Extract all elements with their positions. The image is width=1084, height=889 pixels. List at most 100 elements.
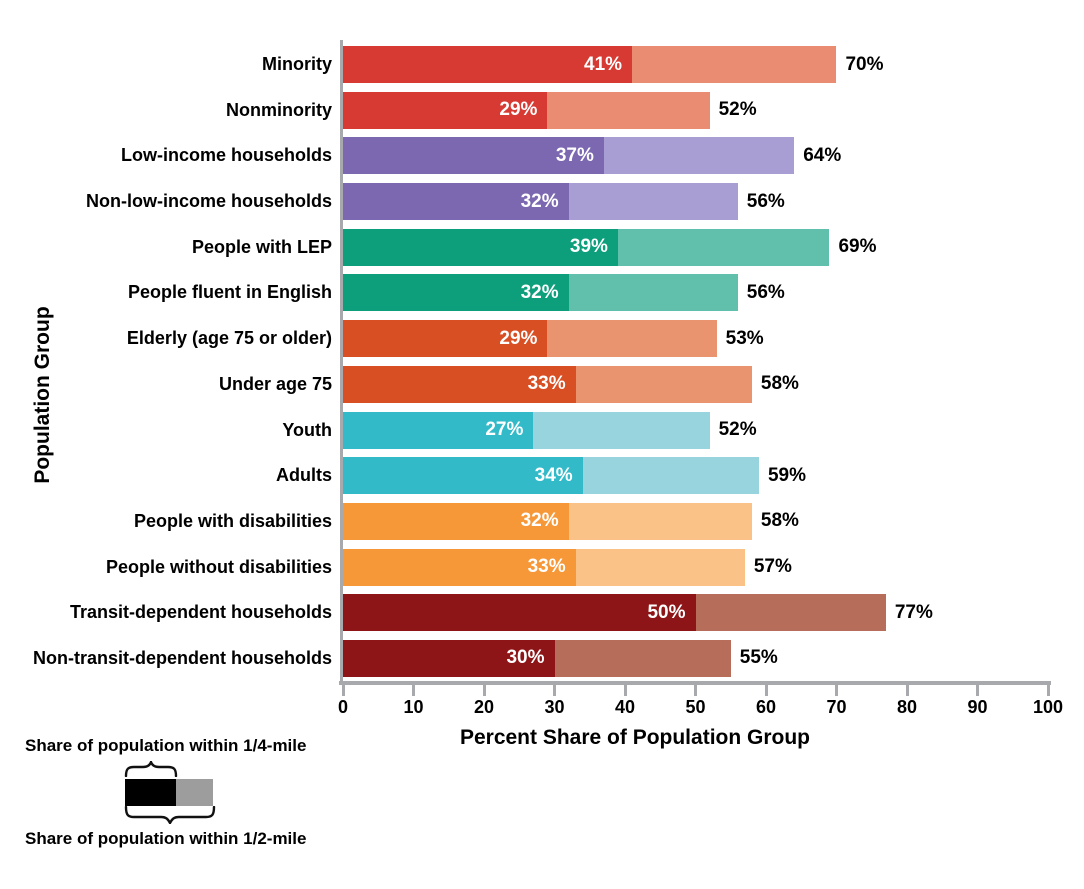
- x-axis-tick-label: 10: [403, 697, 424, 717]
- legend-quarter-mile-swatch: [125, 779, 176, 806]
- bar-half-mile-segment: [547, 320, 717, 358]
- bar-track: 50% 77%: [343, 594, 933, 632]
- category-label: People with disabilities: [133, 510, 332, 531]
- bar-half-mile-segment: [533, 411, 710, 449]
- bar-row: Minority 41% 70%: [0, 46, 1084, 83]
- bar-quarter-mile-segment: 27%: [343, 411, 534, 449]
- bar-quarter-mile-value: 32%: [520, 510, 559, 532]
- bar-half-mile-value: 57%: [753, 556, 792, 578]
- bars-area: Minority 41% 70% Nonminority 29% 52% Low-incom…: [0, 46, 1084, 686]
- bar-track: 32% 58%: [343, 502, 799, 540]
- category-label: People with LEP: [191, 236, 332, 257]
- bar-half-mile-segment: [575, 365, 752, 403]
- bar-quarter-mile-value: 32%: [520, 190, 559, 212]
- bar-row: People without disabilities 33% 57%: [0, 548, 1084, 586]
- bar-row: People with disabilities 32% 58%: [0, 502, 1084, 540]
- legend-half-mile-swatch: [176, 779, 213, 806]
- bar-quarter-mile-segment: 50%: [343, 594, 696, 632]
- bar-track: 37% 64%: [343, 137, 842, 175]
- category-label: Adults: [276, 465, 332, 486]
- bar-track: 39% 69%: [343, 228, 876, 266]
- bar-row: Low-income households 37% 64%: [0, 137, 1084, 175]
- bar-half-mile-segment: [568, 183, 738, 221]
- x-axis-tick-label: 60: [755, 697, 777, 717]
- category-label: Nonminority: [226, 99, 332, 120]
- category-label: People fluent in English: [127, 282, 332, 303]
- category-label: Elderly (age 75 or older): [126, 328, 332, 349]
- bar-quarter-mile-segment: 37%: [343, 137, 604, 175]
- x-axis-tick: [553, 685, 556, 696]
- bar-row: Nonminority 29% 52%: [0, 91, 1084, 129]
- x-axis-tick-label: 0: [337, 697, 349, 717]
- bar-half-mile-value: 59%: [767, 464, 806, 486]
- bar-row: Youth 27% 52%: [0, 411, 1084, 449]
- bar-half-mile-segment: [547, 91, 710, 129]
- x-axis-tick: [412, 685, 415, 696]
- bar-quarter-mile-value: 29%: [499, 327, 538, 349]
- x-axis-tick-label: 90: [967, 697, 988, 717]
- bar-half-mile-value: 53%: [725, 327, 764, 349]
- x-axis-tick: [976, 685, 979, 696]
- bar-row: Transit-dependent households 50% 77%: [0, 594, 1084, 632]
- category-label: Transit-dependent households: [69, 602, 332, 623]
- bar-quarter-mile-value: 30%: [506, 647, 545, 669]
- x-axis-tick: [694, 685, 697, 696]
- bar-quarter-mile-segment: 29%: [343, 91, 548, 129]
- x-axis-tick-label: 100: [1032, 697, 1064, 717]
- bar-half-mile-value: 64%: [803, 144, 842, 166]
- bar-row: People with LEP 39% 69%: [0, 228, 1084, 266]
- x-axis-tick: [905, 685, 909, 696]
- category-label: Minority: [262, 54, 332, 74]
- x-axis-tick-label: 70: [826, 697, 847, 717]
- legend-bottom-brace-icon: [124, 806, 216, 824]
- category-label: People without disabilities: [105, 556, 332, 577]
- bar-quarter-mile-segment: 29%: [343, 320, 548, 358]
- x-axis-tick-label: 80: [896, 697, 918, 717]
- x-axis-tick: [1046, 685, 1050, 696]
- x-axis-tick-label: 40: [614, 697, 636, 717]
- bar-track: 33% 58%: [343, 365, 799, 403]
- bar-row: Non-transit-dependent households 30% 55%: [0, 639, 1084, 677]
- bar-row: People fluent in English 32% 56%: [0, 274, 1084, 312]
- bar-half-mile-value: 56%: [746, 281, 785, 303]
- bar-track: 30% 55%: [343, 639, 778, 677]
- x-axis-tick: [341, 685, 345, 696]
- bar-quarter-mile-segment: 32%: [343, 274, 569, 312]
- bar-quarter-mile-value: 50%: [647, 601, 686, 623]
- bar-half-mile-segment: [695, 594, 886, 632]
- bar-half-mile-value: 52%: [718, 419, 757, 440]
- bar-quarter-mile-value: 32%: [520, 281, 559, 303]
- bar-half-mile-segment: [568, 502, 752, 540]
- bar-half-mile-segment: [568, 274, 738, 312]
- bar-half-mile-value: 70%: [845, 53, 884, 75]
- bar-quarter-mile-segment: 32%: [343, 502, 569, 540]
- category-label: Non-transit-dependent households: [33, 647, 332, 668]
- bar-row: Non-low-income households 32% 56%: [0, 183, 1084, 221]
- x-axis-title: Percent Share of Population Group: [459, 726, 811, 749]
- bar-quarter-mile-segment: 30%: [343, 639, 555, 677]
- x-axis-tick: [835, 685, 838, 696]
- y-axis-line: [340, 40, 343, 685]
- bar-half-mile-value: 58%: [760, 373, 799, 395]
- x-axis-tick: [482, 685, 486, 696]
- x-axis-line: [339, 681, 1051, 685]
- bar-half-mile-value: 52%: [718, 99, 757, 121]
- bar-quarter-mile-value: 37%: [555, 144, 594, 166]
- x-axis-tick: [623, 685, 627, 696]
- bar-row: Adults 34% 59%: [0, 457, 1084, 495]
- category-label: Under age 75: [218, 373, 332, 394]
- bar-quarter-mile-value: 33%: [527, 373, 566, 395]
- x-axis-tick-label: 30: [544, 697, 565, 717]
- category-label: Non-low-income households: [86, 191, 332, 212]
- bar-quarter-mile-value: 34%: [534, 464, 573, 486]
- bar-half-mile-value: 56%: [746, 190, 785, 212]
- bar-track: 41% 70%: [343, 46, 884, 83]
- bar-track: 33% 57%: [343, 548, 792, 586]
- bar-quarter-mile-segment: 33%: [343, 548, 576, 586]
- x-axis-tick-label: 20: [473, 697, 495, 717]
- bar-track: 32% 56%: [343, 183, 785, 221]
- bar-half-mile-segment: [582, 457, 759, 495]
- bar-quarter-mile-segment: 33%: [343, 365, 576, 403]
- bar-quarter-mile-segment: 41%: [343, 46, 633, 83]
